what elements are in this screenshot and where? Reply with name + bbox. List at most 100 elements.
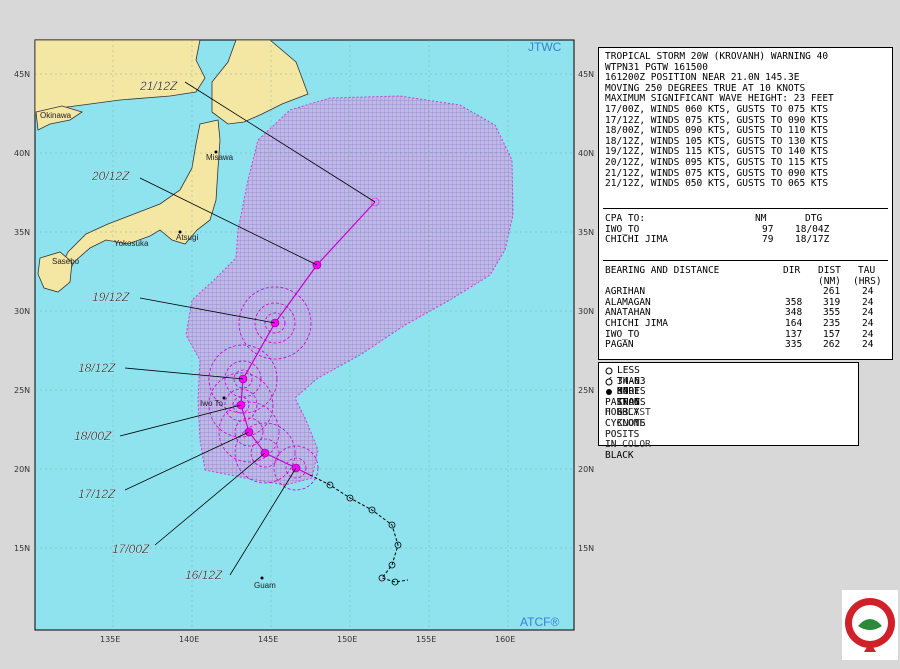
bearing-tau: 24: [862, 286, 874, 298]
cpa-label: CPA TO:: [605, 213, 646, 224]
cpa-nm-header: NM: [755, 213, 767, 224]
warning-panel: TROPICAL STORM 20W (KROVANH) WARNING 40 …: [598, 47, 893, 360]
bearing-dist: 262: [823, 339, 841, 351]
warning-line: 19/12Z, WINDS 115 KTS, GUSTS TO 140 KTS: [605, 146, 829, 158]
lat-label-right: 40N: [578, 149, 594, 158]
place-markers: [178, 150, 264, 580]
lon-label: 160E: [495, 635, 515, 644]
time-label: 17/00Z: [112, 542, 150, 556]
lon-label: 155E: [416, 635, 436, 644]
lat-label-right: 15N: [578, 544, 594, 553]
time-label: 16/12Z: [185, 568, 223, 582]
legend-panel: LESS THAN 34 KNOTS 34-63 KNOTS MORE THAN…: [598, 362, 859, 461]
bearing-dir: 164: [785, 317, 803, 329]
bearing-tau: 24: [862, 296, 874, 308]
bearing-tau: 24: [862, 328, 874, 340]
bearing-dir: 348: [785, 307, 803, 319]
place-label: Okinawa: [40, 111, 72, 120]
time-label: 21/12Z: [139, 79, 178, 93]
bearing-dist: 355: [823, 307, 841, 319]
land: [35, 40, 309, 293]
bearing-unit: (HRS): [853, 275, 882, 287]
legend-item: MORE THAN 63 KNOTS: [617, 386, 646, 429]
time-label: 18/12Z: [78, 361, 116, 375]
time-label: 19/12Z: [92, 290, 130, 304]
bearing-place: IWO_TO: [605, 328, 640, 340]
warning-line: TROPICAL STORM 20W (KROVANH) WARNING 40: [605, 51, 829, 62]
bearing-dir: 137: [785, 328, 803, 340]
legend-item: FORECAST CYCLONE POSITS IN COLOR: [605, 407, 651, 451]
cpa-place: CHICHI JIMA: [605, 234, 668, 246]
bearing-dist: 157: [823, 328, 841, 340]
agency-bottom: ATCF®: [520, 615, 559, 629]
graticule: [35, 40, 574, 630]
time-label: 18/00Z: [74, 429, 112, 443]
bearing-title: BEARING AND DISTANCE: [605, 265, 720, 276]
bearing-place: ALAMAGAN: [605, 296, 651, 308]
warning-line: 17/12Z, WINDS 075 KTS, GUSTS TO 090 KTS: [605, 114, 829, 126]
lat-label-left: 30N: [14, 307, 30, 316]
bearing-table: BEARING AND DISTANCE DIR DIST TAU (NM) (HRS)…: [605, 265, 885, 351]
warning-line: MAXIMUM SIGNIFICANT WAVE HEIGHT: 23 FEET: [605, 93, 834, 105]
warning-line: 161200Z POSITION NEAR 21.0N 145.3E: [605, 72, 800, 84]
place-label: Iwo To: [200, 399, 224, 408]
bearing-dir: 335: [785, 339, 803, 351]
callout-lines: [119, 81, 376, 576]
warning-line: 18/12Z, WINDS 105 KTS, GUSTS TO 130 KTS: [605, 135, 829, 147]
place-label: Guam: [254, 581, 276, 590]
lat-label-left: 15N: [14, 544, 30, 553]
time-label: 17/12Z: [78, 487, 116, 501]
bearing-place: CHICHI JIMA: [605, 317, 668, 329]
warning-line: 17/00Z, WINDS 060 KTS, GUSTS TO 075 KTS: [605, 103, 829, 115]
lon-label: 140E: [179, 635, 199, 644]
bearing-place: ANATAHAN: [605, 307, 651, 319]
bearing-dist: 235: [823, 317, 841, 329]
open-circle-icon: [605, 367, 613, 375]
legend-item: LESS THAN 34 KNOTS: [617, 365, 646, 408]
cpa-table: CPA TO: NM DTG IWO_TO 97 18/04Z CHICHI JIMA 7…: [605, 213, 885, 246]
agency-top: JTWC: [528, 40, 562, 54]
place-label: Yokosuka: [114, 239, 149, 248]
cpa-nm: 97: [762, 223, 774, 235]
typhoon-symbol-icon: [606, 389, 612, 396]
warning-line: 21/12Z, WINDS 075 KTS, GUSTS TO 090 KTS: [605, 167, 829, 179]
bearing-dist: 319: [823, 296, 841, 308]
bearing-place: AGRIHAN: [605, 286, 646, 298]
lat-label-left: 40N: [14, 149, 30, 158]
bearing-dist-header: DIST: [818, 265, 841, 276]
cpa-dtg-header: DTG: [805, 213, 823, 224]
lon-label: 150E: [337, 635, 357, 644]
legend-item: PAST 6 HOURLY CYCLONE POSITS IN BLACK: [605, 396, 646, 461]
cpa-dtg: 18/17Z: [795, 234, 830, 246]
lat-label-left: 45N: [14, 70, 30, 79]
bearing-tau: 24: [862, 307, 874, 319]
warning-text: TROPICAL STORM 20W (KROVANH) WARNING 40 …: [605, 51, 834, 190]
lat-label-left: 20N: [14, 465, 30, 474]
bearing-dir-header: DIR: [783, 265, 801, 276]
warning-line: 20/12Z, WINDS 095 KTS, GUSTS TO 115 KTS: [605, 156, 829, 168]
bearing-place: PAGAN: [605, 339, 634, 351]
time-label: 20/12Z: [91, 169, 130, 183]
bearing-unit: (NM): [818, 275, 841, 287]
lat-label-right: 30N: [578, 307, 594, 316]
bearing-tau: 24: [862, 339, 874, 351]
navy-seal-logo: [842, 590, 898, 660]
legend-item: 34-63 KNOTS: [617, 375, 646, 398]
storm-symbol-icon: [605, 376, 613, 386]
lon-label: 145E: [258, 635, 278, 644]
wind-radii: [208, 286, 319, 491]
cpa-dtg: 18/04Z: [795, 223, 830, 235]
place-label: Sasebo: [52, 257, 80, 266]
bearing-dist: 261: [823, 286, 841, 298]
cpa-nm: 79: [762, 234, 774, 246]
lat-label-right: 20N: [578, 465, 594, 474]
warning-line: MOVING 250 DEGREES TRUE AT 10 KNOTS: [605, 82, 806, 94]
warning-line: 21/12Z, WINDS 050 KTS, GUSTS TO 065 KTS: [605, 178, 829, 190]
lon-label: 135E: [100, 635, 120, 644]
bearing-tau: 24: [862, 317, 874, 329]
lat-label-right: 35N: [578, 228, 594, 237]
lat-label-left: 25N: [14, 386, 30, 395]
warning-line: 18/00Z, WINDS 090 KTS, GUSTS TO 110 KTS: [605, 125, 829, 137]
fix-21-12z: [370, 197, 380, 207]
